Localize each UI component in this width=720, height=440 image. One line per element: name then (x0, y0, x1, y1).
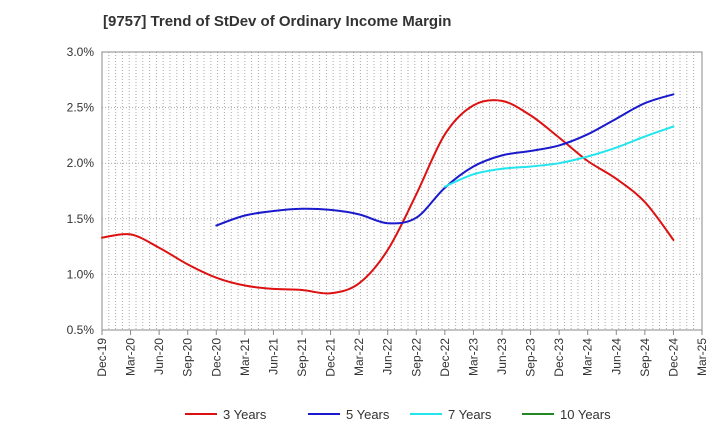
legend-label-7-years: 7 Years (448, 407, 492, 422)
x-tick-label: Mar-25 (695, 338, 709, 376)
legend: 3 Years 5 Years 7 Years 10 Years (185, 407, 611, 422)
plot-border (101, 51, 703, 331)
x-tick-label: Mar-20 (124, 338, 138, 376)
x-tick-label: Dec-20 (209, 338, 223, 377)
x-tick-label: Mar-24 (581, 338, 595, 376)
series-line-3-years (101, 99, 675, 295)
y-tick-label: 1.5% (67, 212, 95, 226)
x-tick-label: Mar-23 (466, 338, 480, 376)
x-tick-label: Jun-23 (495, 338, 509, 375)
axes: 0.5% 1.0% 1.5% 2.0% 2.5% 3.0% Dec-19 Mar-20 Jun-… (67, 45, 709, 377)
y-tick-label: 1.0% (67, 267, 95, 281)
legend-label-10-years: 10 Years (560, 407, 611, 422)
legend-label-5-years: 5 Years (346, 407, 390, 422)
x-tick-label: Sep-21 (295, 338, 309, 377)
legend-label-3-years: 3 Years (223, 407, 267, 422)
y-tick-label: 3.0% (67, 45, 95, 59)
x-tick-label: Dec-22 (438, 338, 452, 377)
chart-title: [9757] Trend of StDev of Ordinary Income… (103, 13, 452, 30)
x-tick-label: Jun-24 (609, 338, 623, 375)
series-line-5-years (215, 93, 675, 227)
x-tick-label: Sep-20 (181, 338, 195, 377)
x-tick-label: Jun-21 (266, 338, 280, 375)
x-tick-label: Dec-23 (552, 338, 566, 377)
x-tick-label: Sep-23 (524, 338, 538, 377)
series-lines (101, 93, 675, 295)
series-line-7-years (443, 125, 675, 188)
y-tick-label: 0.5% (67, 323, 95, 337)
grid (102, 52, 702, 330)
y-tick-label: 2.5% (67, 101, 95, 115)
y-tick-label: 2.0% (67, 156, 95, 170)
x-tick-label: Dec-19 (95, 338, 109, 377)
x-tick-label: Jun-20 (152, 338, 166, 375)
x-tick-label: Dec-21 (324, 338, 338, 377)
x-tick-label: Jun-22 (381, 338, 395, 375)
x-tick-label: Sep-22 (409, 338, 423, 377)
x-tick-label: Sep-24 (638, 338, 652, 377)
x-tick-label: Mar-21 (238, 338, 252, 376)
x-tick-label: Dec-24 (666, 338, 680, 377)
x-tick-label: Mar-22 (352, 338, 366, 376)
